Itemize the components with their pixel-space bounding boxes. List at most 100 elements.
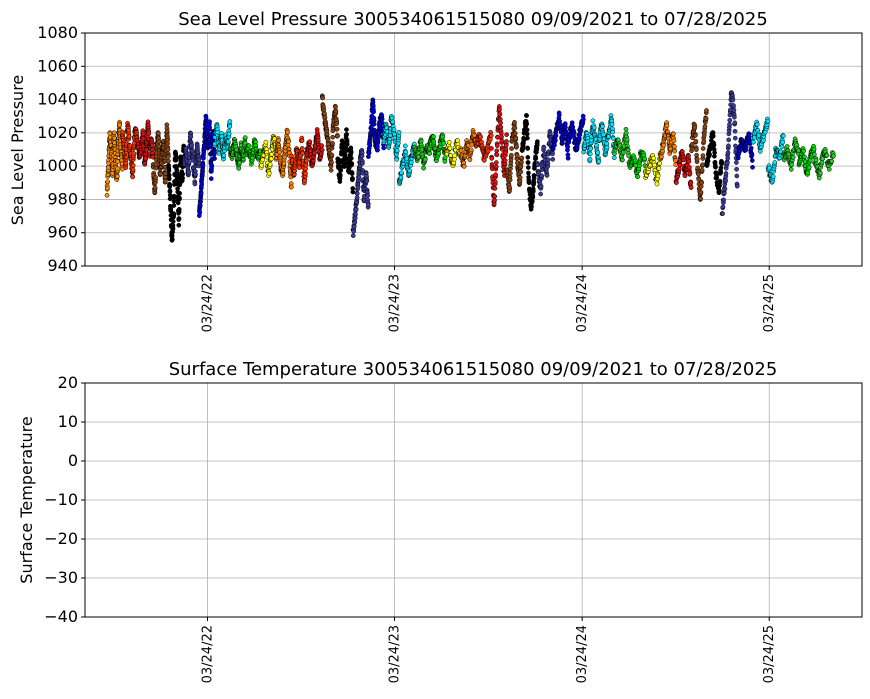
data-point bbox=[478, 134, 484, 140]
data-point bbox=[390, 119, 396, 125]
data-point bbox=[670, 131, 676, 137]
data-point bbox=[212, 150, 217, 156]
data-point bbox=[153, 161, 159, 167]
data-point bbox=[595, 150, 601, 156]
data-point bbox=[497, 107, 502, 112]
data-point bbox=[525, 135, 530, 141]
data-point bbox=[212, 156, 217, 161]
data-point bbox=[754, 122, 760, 127]
data-point bbox=[296, 165, 302, 170]
data-point bbox=[539, 173, 545, 179]
data-point bbox=[552, 142, 557, 148]
y-tick-label: 960 bbox=[47, 223, 78, 242]
data-point bbox=[656, 166, 662, 171]
data-point bbox=[481, 158, 487, 163]
data-point bbox=[565, 144, 571, 150]
data-point bbox=[805, 170, 811, 176]
data-point bbox=[789, 162, 795, 168]
data-point bbox=[594, 143, 600, 148]
data-point bbox=[399, 170, 404, 176]
data-point bbox=[328, 167, 334, 173]
data-point bbox=[722, 186, 728, 192]
data-point bbox=[348, 145, 354, 151]
data-point bbox=[553, 137, 558, 143]
data-point bbox=[525, 155, 531, 160]
y-tick-label: 1080 bbox=[37, 23, 78, 42]
data-point bbox=[165, 154, 171, 159]
data-point bbox=[737, 149, 743, 154]
data-point bbox=[162, 179, 168, 184]
data-point bbox=[177, 190, 182, 196]
data-point bbox=[698, 189, 704, 195]
data-point bbox=[155, 130, 161, 136]
data-point bbox=[674, 180, 679, 185]
data-point bbox=[719, 161, 725, 166]
data-point bbox=[624, 137, 630, 143]
data-point bbox=[276, 138, 281, 143]
data-point bbox=[117, 122, 123, 128]
data-point bbox=[686, 159, 692, 164]
data-point bbox=[153, 175, 158, 180]
data-point bbox=[820, 156, 826, 162]
data-point bbox=[661, 142, 667, 148]
data-point bbox=[199, 181, 205, 187]
data-point bbox=[207, 119, 212, 124]
data-point bbox=[591, 125, 597, 131]
y-axis-label: Surface Temperature bbox=[17, 416, 36, 583]
data-point bbox=[512, 131, 518, 136]
data-point bbox=[146, 131, 152, 137]
data-point bbox=[772, 160, 778, 165]
data-point bbox=[731, 107, 737, 113]
chart-title: Surface Temperature 300534061515080 09/0… bbox=[169, 359, 778, 380]
data-point bbox=[494, 143, 500, 148]
data-point bbox=[260, 157, 266, 163]
data-point bbox=[156, 143, 162, 149]
data-point bbox=[780, 133, 786, 139]
data-point bbox=[829, 158, 835, 164]
data-point bbox=[302, 178, 308, 183]
data-point bbox=[360, 160, 365, 166]
data-point bbox=[556, 112, 562, 118]
data-point bbox=[312, 150, 317, 156]
data-point bbox=[530, 194, 536, 200]
data-point bbox=[167, 188, 173, 194]
data-point bbox=[609, 121, 615, 127]
data-point bbox=[699, 167, 705, 173]
data-point bbox=[526, 180, 532, 186]
data-point bbox=[452, 153, 457, 159]
data-point bbox=[538, 184, 544, 189]
data-point bbox=[531, 180, 537, 186]
data-point bbox=[530, 188, 536, 194]
data-point bbox=[165, 147, 171, 153]
data-point bbox=[688, 180, 694, 186]
data-point bbox=[509, 152, 514, 158]
data-point bbox=[725, 160, 730, 166]
data-point bbox=[509, 146, 514, 151]
data-point bbox=[403, 149, 409, 155]
data-point bbox=[611, 155, 617, 161]
data-point bbox=[499, 138, 505, 144]
data-point bbox=[705, 158, 711, 164]
data-point bbox=[448, 153, 454, 158]
data-point bbox=[333, 108, 339, 114]
data-point bbox=[468, 147, 474, 153]
y-tick-label: 0 bbox=[68, 451, 78, 470]
data-point bbox=[743, 144, 749, 150]
data-point bbox=[732, 120, 738, 126]
data-point bbox=[351, 224, 357, 230]
data-point bbox=[170, 219, 176, 224]
data-point bbox=[344, 127, 349, 132]
data-point bbox=[371, 109, 376, 115]
data-point bbox=[720, 211, 725, 217]
data-point bbox=[188, 134, 194, 140]
data-point bbox=[176, 216, 182, 221]
data-point bbox=[130, 163, 136, 168]
data-point bbox=[130, 167, 136, 173]
data-point bbox=[671, 138, 677, 144]
data-point bbox=[581, 116, 586, 122]
data-point bbox=[610, 136, 616, 141]
data-point bbox=[569, 120, 575, 126]
data-point bbox=[717, 178, 723, 184]
data-point bbox=[366, 150, 372, 156]
data-point bbox=[207, 125, 213, 131]
